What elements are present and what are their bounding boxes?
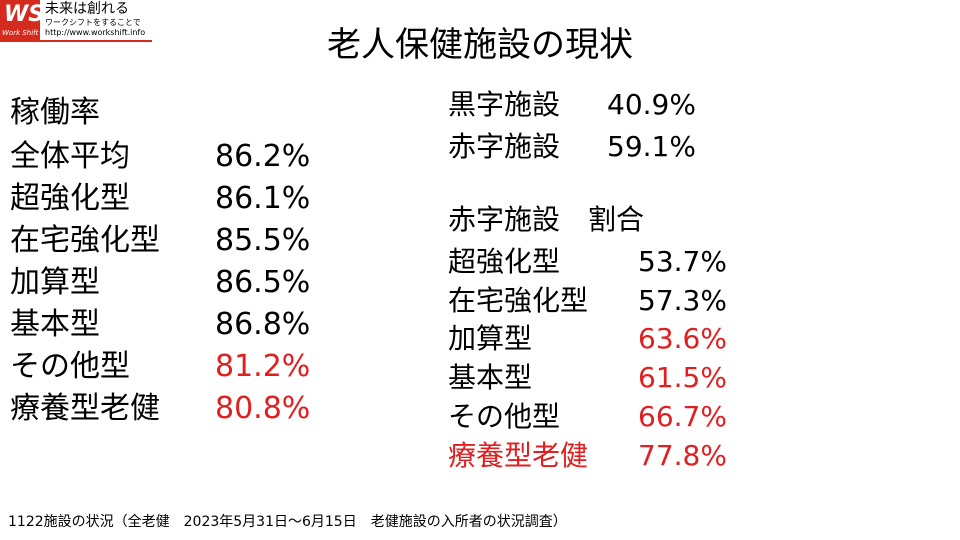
- section-heading: 赤字施設 割合: [448, 203, 645, 236]
- row-value: 63.6%: [638, 322, 727, 356]
- logo-slogan: 未来は創れる: [45, 1, 129, 17]
- row-label: その他型: [448, 399, 561, 433]
- row-label: 超強化型: [10, 181, 130, 216]
- row-value: 81.2%: [215, 349, 311, 384]
- row-label: 在宅強化型: [448, 283, 589, 317]
- row-value: 61.5%: [638, 361, 727, 395]
- row-label: 全体平均: [10, 139, 130, 174]
- row-value: 59.1%: [607, 130, 696, 163]
- footer-note: 1122施設の状況（全老健 2023年5月31日～6月15日 老健施設の入所者の…: [8, 514, 567, 530]
- row-value: 80.8%: [215, 391, 311, 426]
- row-label: 療養型老健: [10, 391, 160, 426]
- row-label: その他型: [10, 349, 130, 384]
- row-value: 66.7%: [638, 399, 727, 433]
- logo-rule: [0, 40, 152, 42]
- logo-text: WS: [4, 2, 45, 27]
- section-heading: 稼働率: [10, 95, 100, 130]
- slide-title: 老人保健施設の現状: [327, 25, 633, 65]
- row-value: 86.1%: [215, 181, 311, 216]
- row-value: 86.5%: [215, 265, 311, 300]
- logo-mark: WS Work Shift: [0, 0, 44, 40]
- row-label: 基本型: [10, 307, 100, 342]
- row-label: 加算型: [10, 265, 100, 300]
- row-value: 86.2%: [215, 139, 311, 174]
- row-label: 赤字施設: [448, 130, 561, 163]
- row-label: 超強化型: [448, 245, 561, 278]
- row-value: 85.5%: [215, 223, 311, 258]
- row-label: 基本型: [448, 361, 533, 395]
- logo-sub: ワークシフトをすることで: [45, 18, 141, 27]
- row-value: 53.7%: [638, 245, 727, 278]
- row-value: 57.3%: [638, 283, 727, 317]
- row-label: 療養型老健: [448, 438, 589, 472]
- row-value: 86.8%: [215, 307, 311, 342]
- row-label: 在宅強化型: [10, 223, 160, 258]
- logo-url: http://www.workshift.info: [45, 28, 146, 37]
- row-value: 40.9%: [607, 88, 696, 121]
- row-label: 黒字施設: [448, 88, 561, 121]
- logo-tagline: Work Shift: [2, 29, 39, 37]
- row-value: 77.8%: [638, 438, 727, 472]
- row-label: 加算型: [448, 322, 533, 356]
